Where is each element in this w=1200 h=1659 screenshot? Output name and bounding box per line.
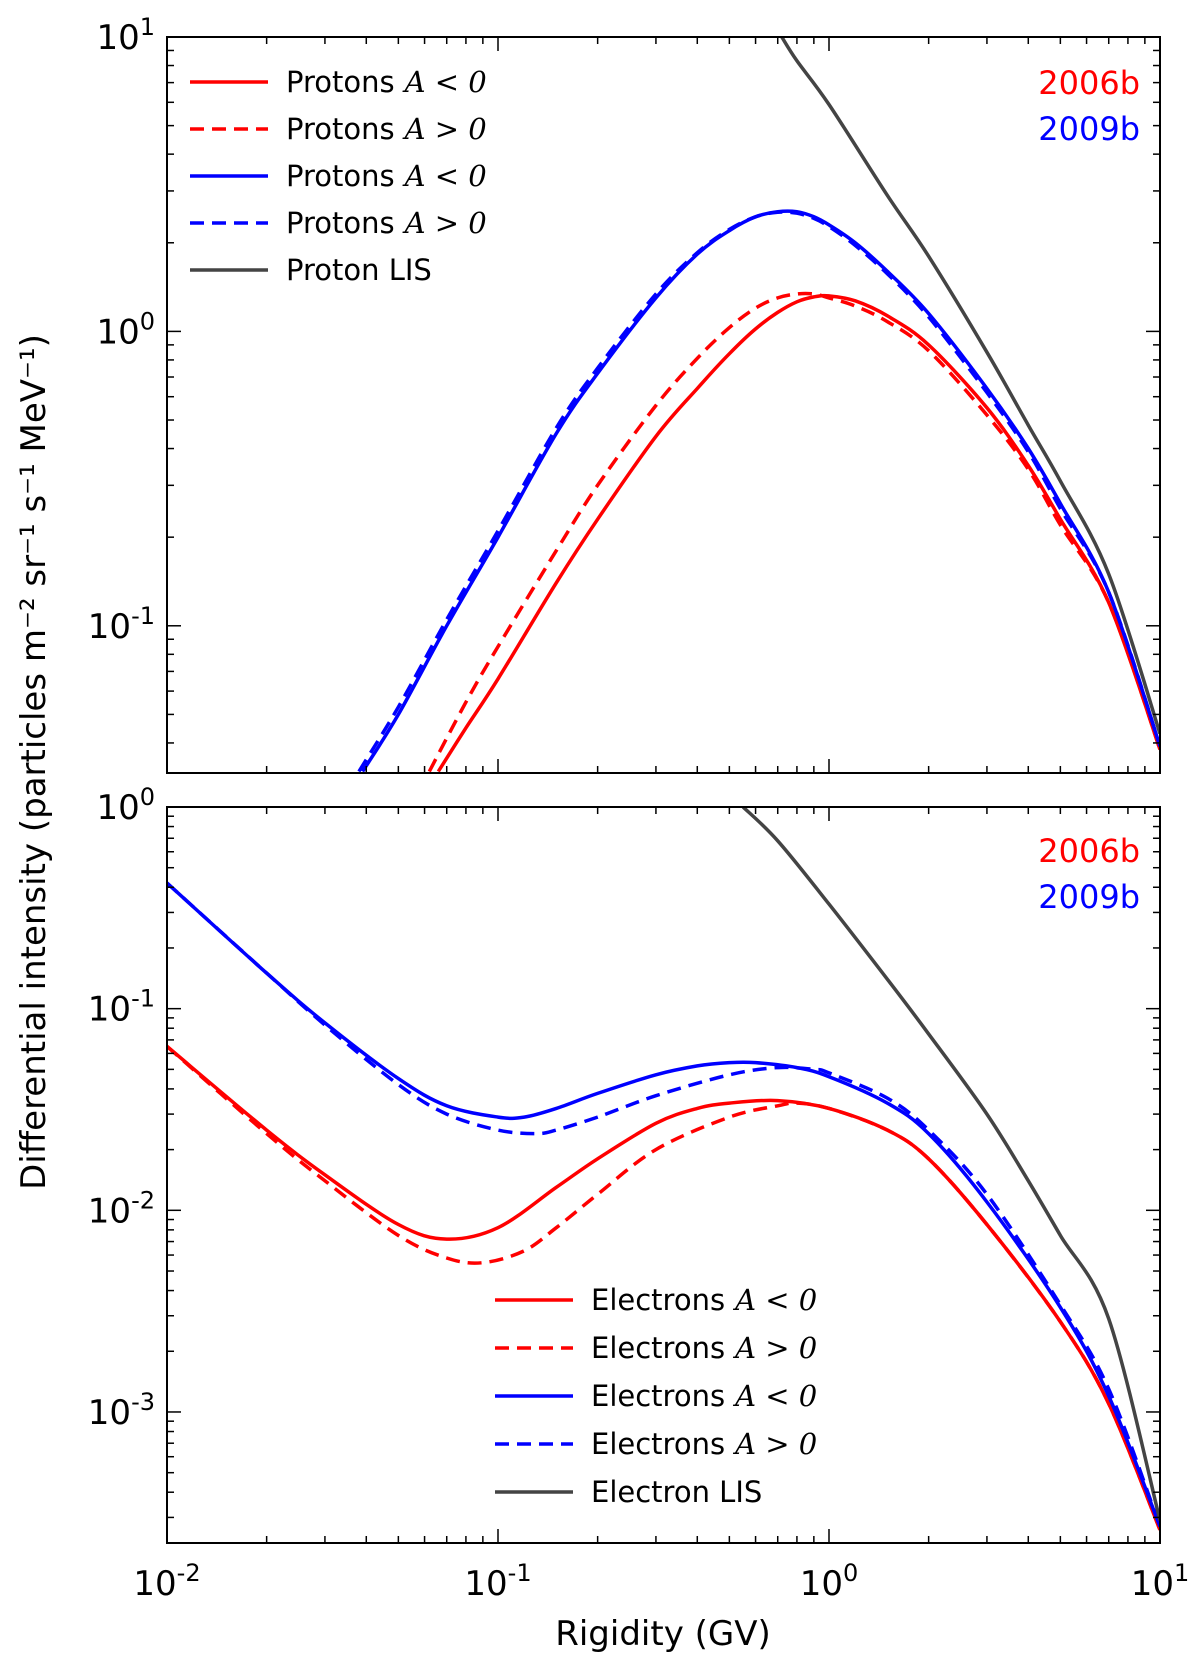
top-year-label: 2006b	[1038, 64, 1140, 102]
bottom-legend-label: Electrons A < 0	[591, 1283, 817, 1317]
y-axis-label: Differential intensity (particles m⁻² sr…	[14, 334, 54, 1190]
top-y-tick-label: 100	[96, 307, 155, 352]
bottom-panel-annotations: 2006b 2009b	[1038, 832, 1140, 916]
bottom-x-tick-label: 10-2	[133, 1559, 200, 1604]
bottom-year-label: 2006b	[1038, 832, 1140, 870]
bottom-year-label: 2009b	[1038, 878, 1140, 916]
bottom-panel-legend: Electrons A < 0 Electrons A > 0 Electrons A <…	[495, 1283, 817, 1509]
bottom-y-tick-label: 100	[96, 783, 155, 828]
top-legend-label: Protons A < 0	[286, 159, 487, 193]
top-series-0-line	[436, 293, 1160, 773]
top-panel-legend: Protons A < 0 Protons A > 0 Protons A < 0 Prot…	[190, 65, 487, 287]
top-series-1-line	[427, 291, 1160, 773]
bottom-y-tick-label: 10-2	[88, 1186, 155, 1231]
top-series-2-line	[361, 209, 1160, 773]
top-legend-label: Proton LIS	[286, 253, 432, 287]
bottom-series-1-line	[167, 1045, 1160, 1531]
top-legend-label: Protons A < 0	[286, 65, 487, 99]
bottom-y-tick-label: 10-3	[88, 1388, 155, 1433]
top-legend-label: Protons A > 0	[286, 206, 487, 240]
top-panel-frame	[166, 36, 1161, 774]
bottom-y-tick-label: 10-1	[88, 985, 155, 1030]
top-series-3-line	[357, 210, 1160, 773]
bottom-legend-label: Electron LIS	[591, 1475, 762, 1509]
top-panel-tick-labels: 10-1 100 101	[88, 13, 155, 647]
top-panel-ticks	[166, 36, 1161, 773]
bottom-panel-tick-labels: 10-3 10-2 10-1 100 10-2 10-1 100 101	[88, 783, 1189, 1604]
bottom-series-4-line	[741, 807, 1160, 1521]
top-series-4-line	[780, 37, 1160, 735]
bottom-x-tick-label: 100	[800, 1559, 859, 1604]
bottom-series-2-line	[167, 881, 1160, 1528]
top-legend-label: Protons A > 0	[286, 112, 487, 146]
top-year-label: 2009b	[1038, 110, 1140, 148]
bottom-legend-label: Electrons A > 0	[591, 1427, 817, 1461]
bottom-x-tick-label: 101	[1131, 1559, 1190, 1604]
bottom-panel-curves	[167, 807, 1160, 1531]
x-axis-label: Rigidity (GV)	[555, 1614, 771, 1654]
top-y-tick-label: 10-1	[88, 602, 155, 647]
top-y-tick-label: 101	[96, 13, 155, 58]
bottom-series-3-line	[167, 881, 1160, 1528]
bottom-panel: 10-3 10-2 10-1 100 10-2 10-1 100 101 Electrons A…	[88, 783, 1189, 1604]
top-panel-curves	[357, 37, 1160, 773]
bottom-panel-frame	[166, 806, 1161, 1544]
bottom-legend-label: Electrons A < 0	[591, 1379, 817, 1413]
top-panel-annotations: 2006b 2009b	[1038, 64, 1140, 148]
bottom-legend-label: Electrons A > 0	[591, 1331, 817, 1365]
bottom-x-tick-label: 10-1	[464, 1559, 531, 1604]
